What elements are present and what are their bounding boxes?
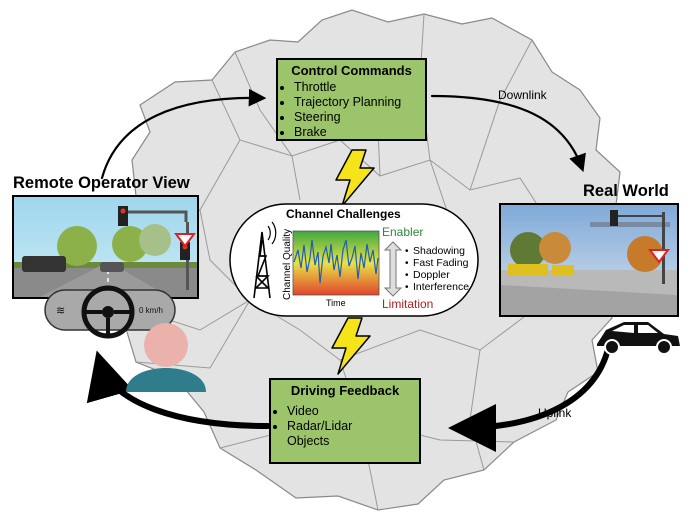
downlink-arrow <box>430 94 586 173</box>
car-icon <box>597 322 680 355</box>
driving-feedback-title: Driving Feedback <box>290 383 400 398</box>
arrow-to-control-commands <box>100 88 267 180</box>
uplink-arrow <box>448 337 613 452</box>
svg-text:• • • •: • • • • <box>405 246 411 293</box>
feedback-item-line: Radar/Lidar <box>287 419 353 433</box>
remote-operator-screen <box>12 195 199 299</box>
lightning-icon <box>335 149 375 207</box>
channel-challenges-panel: Channel Quality Time Channel Challenges … <box>229 203 479 317</box>
lightning-icon <box>331 317 371 375</box>
challenge-interference: Interference <box>413 281 469 293</box>
command-item: Throttle <box>294 80 425 95</box>
control-commands-list: Throttle Trajectory Planning Steering Br… <box>278 80 425 140</box>
flow-arrows <box>86 88 613 452</box>
command-item: Steering <box>294 110 425 125</box>
operator-avatar <box>126 323 206 392</box>
remote-operator-title: Remote Operator View <box>13 174 190 192</box>
uplink-label: Uplink <box>538 406 572 420</box>
driving-feedback-box: Driving Feedback Video Radar/LidarObject… <box>269 378 421 464</box>
double-arrow-icon <box>383 241 403 297</box>
signal-icon: ≋ <box>56 305 65 317</box>
limitation-label: Limitation <box>382 297 433 311</box>
challenge-fast-fading: Fast Fading <box>413 257 469 269</box>
challenge-shadowing: Shadowing <box>413 245 465 257</box>
control-commands-title: Control Commands <box>291 63 412 78</box>
downlink-label: Downlink <box>498 88 547 102</box>
quality-axis-label: Channel Quality <box>282 229 293 300</box>
feedback-arrow <box>86 350 271 429</box>
command-item: Trajectory Planning <box>294 95 425 110</box>
command-item: Brake <box>294 125 425 140</box>
channel-title: Channel Challenges <box>286 207 401 221</box>
dashboard: ≋ 0 km/h <box>44 285 176 339</box>
radio-tower-icon <box>253 221 277 299</box>
speed-readout: 0 km/h <box>139 306 163 315</box>
feedback-item-line: Objects <box>287 434 330 448</box>
real-world-title: Real World <box>583 182 669 200</box>
channel-quality-trace <box>293 239 379 284</box>
real-world-photo <box>499 203 679 317</box>
enabler-label: Enabler <box>382 225 423 239</box>
time-axis-label: Time <box>326 298 346 308</box>
control-commands-box: Control Commands Throttle Trajectory Pla… <box>276 58 427 141</box>
feedback-item: Video <box>287 404 419 419</box>
challenge-doppler: Doppler <box>413 269 450 281</box>
